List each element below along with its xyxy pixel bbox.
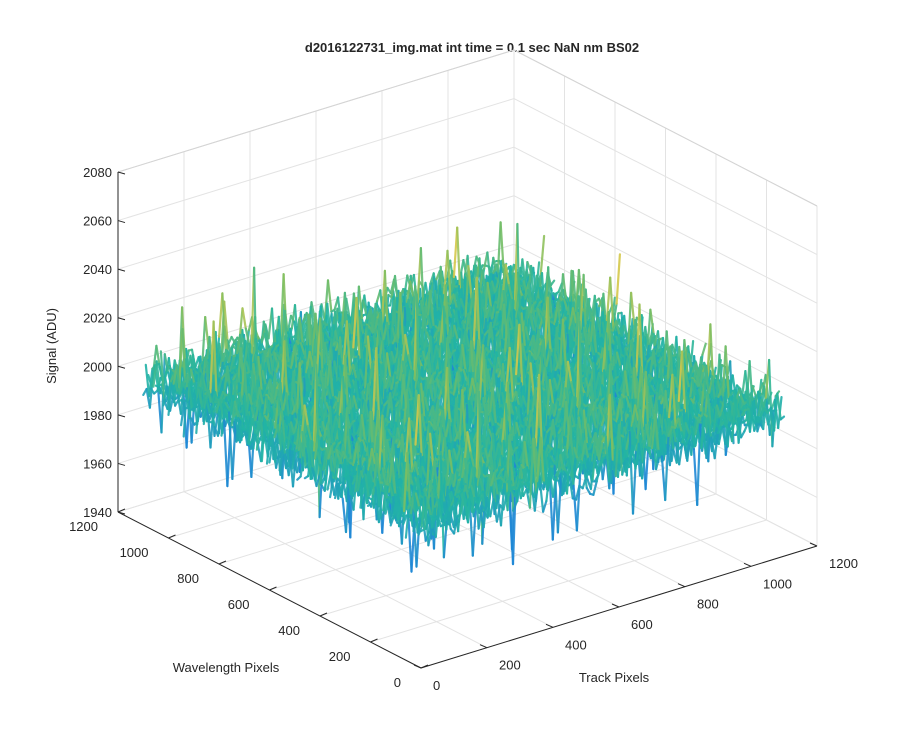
surface-segment — [532, 274, 538, 293]
surface-segment — [210, 405, 216, 429]
surface-segment — [491, 280, 497, 295]
surface-segment — [549, 279, 556, 287]
surface-segment — [244, 327, 251, 345]
surface-segment — [345, 297, 351, 319]
surface-segment — [186, 354, 192, 374]
surface-segment — [459, 298, 466, 311]
surface-segment — [507, 283, 514, 302]
grid-line-y — [269, 467, 666, 591]
surface-segment — [361, 299, 368, 316]
surface-segment — [205, 398, 211, 415]
surface-segment — [189, 368, 196, 385]
surface-segment — [399, 291, 405, 347]
surface-segment — [213, 411, 219, 437]
surface-segment — [359, 316, 365, 336]
surface-segment — [187, 382, 194, 411]
surface-segment — [261, 369, 267, 387]
surface-segment — [458, 309, 464, 321]
grid-line-y — [370, 519, 767, 643]
surface-segment — [158, 386, 164, 395]
surface-segment — [197, 388, 204, 409]
surface-segment — [295, 316, 301, 362]
surface-segment — [170, 383, 177, 407]
surface-segment — [499, 221, 505, 276]
surface-segment — [286, 314, 293, 334]
surface-segment — [552, 292, 559, 302]
surface-segment — [357, 285, 364, 322]
surface-segment — [325, 331, 331, 340]
surface-segment — [446, 249, 452, 305]
surface-segment — [492, 256, 498, 274]
surface-segment — [464, 265, 470, 329]
surface-segment — [223, 300, 229, 342]
surface-segment — [144, 363, 151, 398]
box-edge — [117, 49, 515, 173]
surface-segment — [298, 316, 305, 348]
surface-segment — [326, 279, 333, 313]
surface-segment — [223, 325, 229, 353]
surface-segment — [299, 342, 306, 355]
surface-segment — [323, 279, 330, 322]
surface-segment — [284, 338, 291, 367]
surface-segment — [467, 265, 473, 301]
surface-segment — [409, 280, 415, 299]
surface-segment — [266, 357, 272, 377]
surface-segment — [301, 322, 307, 339]
surface-segment — [410, 285, 417, 322]
surface-segment — [289, 335, 295, 346]
surface-segment — [178, 381, 184, 395]
surface-segment — [429, 289, 435, 328]
surface-segment — [321, 323, 327, 333]
grid-line-y — [319, 493, 717, 617]
surface-segment — [539, 234, 546, 275]
chart-title: d2016122731_img.mat int time = 0.1 sec N… — [305, 40, 639, 55]
surface-segment — [257, 355, 263, 392]
surface-segment — [201, 392, 207, 409]
surface-segment — [348, 322, 354, 337]
surface-segment — [391, 327, 398, 344]
surface-segment — [272, 345, 278, 354]
surface-segment — [214, 330, 221, 435]
surface-segment — [190, 417, 196, 426]
surface-segment — [405, 280, 412, 303]
surface-segment — [362, 317, 369, 327]
surface-segment — [446, 306, 453, 318]
surface-segment — [167, 383, 173, 416]
surface-segment — [486, 281, 493, 309]
surface-segment — [159, 350, 166, 402]
surface-segment — [169, 394, 175, 412]
surface-segment — [262, 387, 268, 397]
surface-segment — [289, 314, 296, 323]
surface-segment — [426, 315, 433, 331]
surface-segment — [452, 293, 458, 310]
surface-segment — [504, 263, 511, 286]
box-edge — [513, 49, 818, 207]
surface-segment — [217, 377, 223, 393]
surface-segment — [241, 307, 247, 330]
surface-plot — [142, 221, 786, 573]
surface-segment — [180, 399, 186, 427]
surface-segment — [206, 389, 213, 405]
surface-segment — [229, 355, 235, 373]
surface-segment — [339, 321, 345, 337]
surface-segment — [369, 327, 375, 336]
